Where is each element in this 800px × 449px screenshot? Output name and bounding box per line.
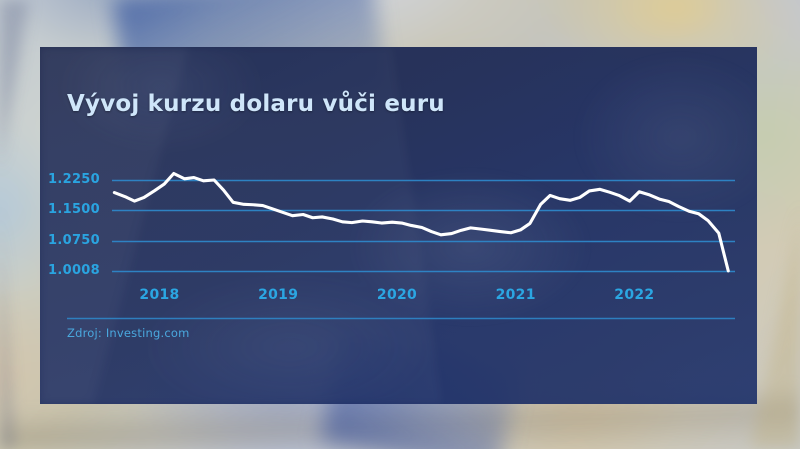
x-axis-tick-label: 2019 bbox=[258, 287, 299, 303]
x-axis-tick-label: 2018 bbox=[139, 287, 180, 303]
page-title: Vývoj kurzu dolaru vůči euru bbox=[67, 91, 445, 117]
y-axis-tick-label: 1.2250 bbox=[48, 172, 100, 187]
line-chart: 1.2250 1.1500 1.0750 1.0008 2018 2019 2020 2021… bbox=[40, 47, 757, 404]
x-axis-tick-label: 2022 bbox=[614, 287, 655, 303]
data-series-line bbox=[112, 171, 730, 273]
chart-svg bbox=[67, 171, 735, 320]
chart-source-label: Zdroj: Investing.com bbox=[67, 326, 190, 340]
y-axis-tick-label: 1.0750 bbox=[48, 233, 100, 248]
chart-panel: Vývoj kurzu dolaru vůči euru 1.2250 1.150… bbox=[40, 47, 757, 404]
x-axis-tick-label: 2021 bbox=[495, 287, 536, 303]
x-axis-tick-label: 2020 bbox=[376, 287, 418, 303]
y-axis-tick-label: 1.0008 bbox=[48, 263, 100, 278]
y-axis-tick-label: 1.1500 bbox=[48, 202, 100, 217]
